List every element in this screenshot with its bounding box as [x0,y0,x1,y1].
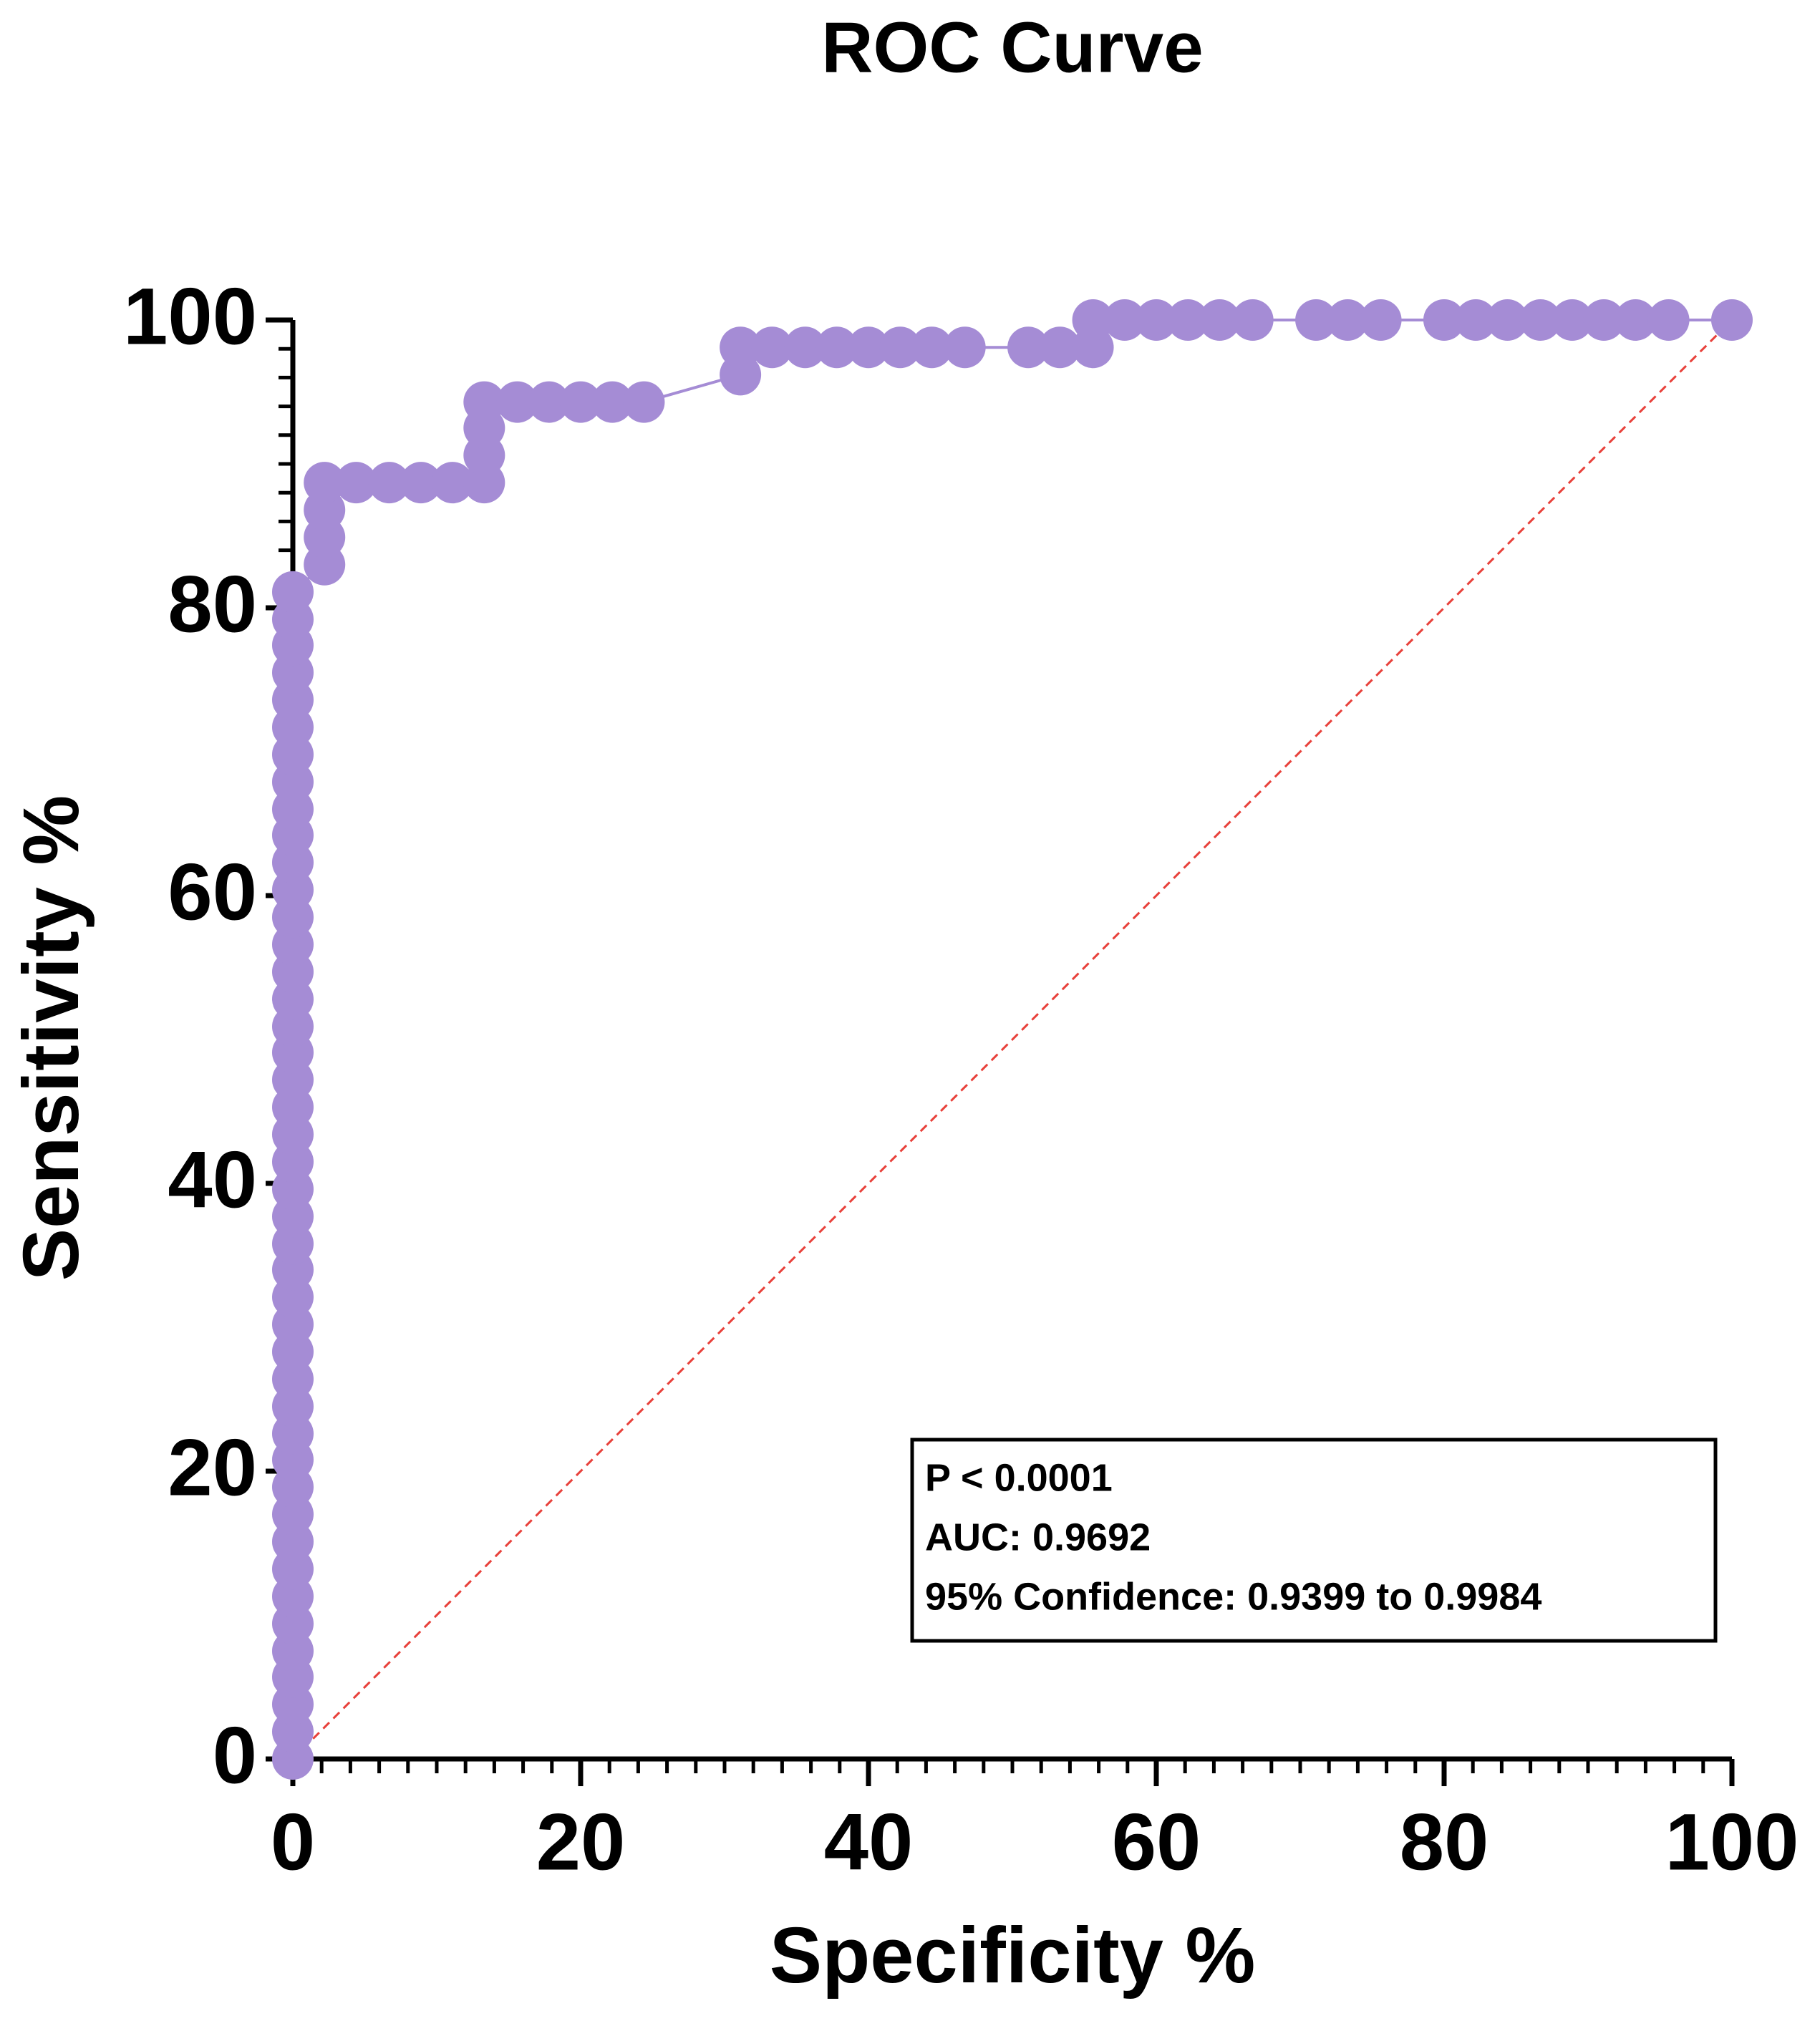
y-tick-label: 20 [168,1423,257,1513]
data-point [1486,299,1529,341]
data-point [1231,299,1274,341]
data-point [751,326,793,369]
data-point [623,381,665,423]
data-point [1007,326,1050,369]
x-tick-label: 20 [536,1798,626,1887]
data-point [815,326,858,369]
data-point [1072,299,1114,341]
data-point [463,381,505,423]
data-point [784,326,826,369]
y-tick-label: 40 [168,1135,257,1225]
annotation-box [910,1438,1718,1643]
data-point [528,381,570,423]
data-point [1551,299,1593,341]
data-point [560,381,601,423]
data-point [304,462,346,504]
data-point [496,381,538,423]
data-point [272,571,314,613]
data-point [1167,299,1209,341]
data-point [1583,299,1625,341]
data-point [1103,299,1146,341]
x-tick-label: 60 [1112,1798,1201,1887]
data-point [1711,299,1753,341]
data-point [911,326,953,369]
y-tick-label: 0 [213,1711,257,1800]
y-tick-label: 100 [123,272,257,362]
data-point [1199,299,1241,341]
data-point [400,462,442,504]
data-point [1455,299,1497,341]
data-point [1519,299,1562,341]
data-point [1136,299,1177,341]
data-point [1327,299,1369,341]
data-point [720,326,762,369]
x-tick-label: 80 [1400,1798,1489,1887]
data-point [944,326,986,369]
data-point [1615,299,1657,341]
annotation: 95% Confidence: 0.9399 to 0.9984 [925,1575,1541,1618]
data-point [1423,299,1465,341]
x-tick-label: 40 [824,1798,914,1887]
data-point [368,462,410,504]
data-point [1295,299,1337,341]
data-point [1039,326,1081,369]
y-tick-label: 60 [168,848,257,937]
data-point [1647,299,1690,341]
annotation: P < 0.0001 [925,1456,1113,1499]
x-tick-label: 100 [1665,1798,1799,1887]
y-axis-label: Sensitivity % [7,795,95,1281]
data-point [335,462,377,504]
y-tick-label: 80 [168,560,257,649]
data-point [848,326,889,369]
data-point [879,326,921,369]
reference-line [291,319,1733,1760]
data-point [432,462,474,504]
annotation: AUC: 0.9692 [925,1516,1151,1559]
data-point [591,381,634,423]
x-axis-label: Specificity % [770,1911,1256,2000]
chart-title: ROC Curve [821,7,1203,87]
x-tick-label: 0 [271,1798,315,1887]
data-point [1360,299,1402,341]
